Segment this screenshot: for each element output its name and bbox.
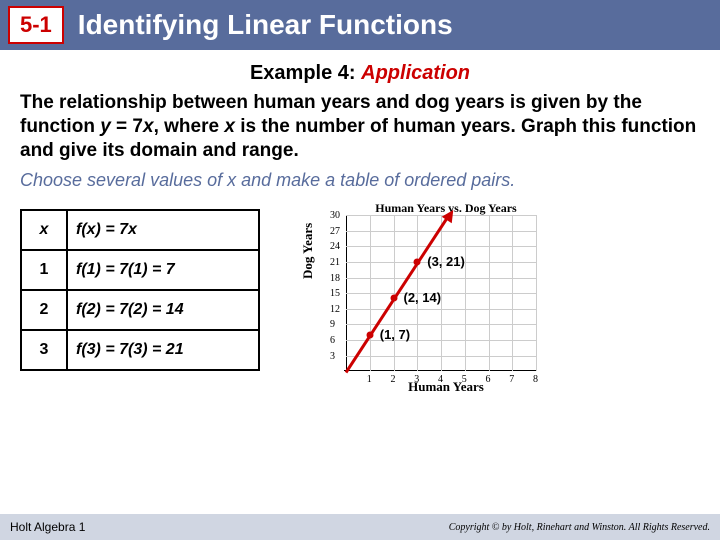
- table-head-fx: f(x) = 7x: [76, 221, 137, 238]
- xtick-label: 2: [391, 374, 396, 385]
- ytick-label: 18: [330, 273, 340, 284]
- cell-fx: f(3) = 7(3) = 21: [76, 341, 184, 358]
- ytick-label: 6: [330, 335, 335, 346]
- axis-x: [344, 370, 536, 371]
- gridline-v: [394, 215, 395, 371]
- table-row: 2 f(2) = 7(2) = 14: [21, 290, 259, 330]
- xtick-label: 7: [509, 374, 514, 385]
- chart-inner: Human Years vs. Dog Years Dog Years Huma…: [306, 209, 546, 389]
- page-title: Identifying Linear Functions: [78, 9, 453, 41]
- xtick-label: 5: [462, 374, 467, 385]
- gridline-v: [441, 215, 442, 371]
- point-label: (2, 14): [404, 290, 442, 305]
- ytick-label: 3: [330, 351, 335, 362]
- cell-x: 1: [21, 250, 67, 290]
- example-label: Example 4:: [250, 62, 356, 84]
- chart-xlabel: Human Years: [346, 379, 546, 395]
- gridline-v: [465, 215, 466, 371]
- footer-bar: Holt Algebra 1 Copyright © by Holt, Rine…: [0, 514, 720, 540]
- lower-section: x f(x) = 7x 1 f(1) = 7(1) = 7 2 f(2) = 7…: [20, 209, 700, 409]
- xtick-label: 6: [486, 374, 491, 385]
- cell-fx: f(1) = 7(1) = 7: [76, 261, 175, 278]
- gridline-v: [489, 215, 490, 371]
- table-head-x: x: [40, 221, 49, 238]
- cell-fx: f(2) = 7(2) = 14: [76, 301, 184, 318]
- function-table: x f(x) = 7x 1 f(1) = 7(1) = 7 2 f(2) = 7…: [20, 209, 260, 371]
- data-point: [390, 295, 397, 302]
- point-label: (1, 7): [380, 327, 410, 342]
- chapter-label: 5-1: [8, 6, 64, 44]
- ytick-label: 27: [330, 226, 340, 237]
- header-bar: 5-1 Identifying Linear Functions: [0, 0, 720, 50]
- xtick-label: 8: [533, 374, 538, 385]
- cell-x: 3: [21, 330, 67, 370]
- footer-left: Holt Algebra 1: [10, 520, 85, 534]
- table-row: 3 f(3) = 7(3) = 21: [21, 330, 259, 370]
- table-wrap: x f(x) = 7x 1 f(1) = 7(1) = 7 2 f(2) = 7…: [20, 209, 260, 409]
- ytick-label: 24: [330, 241, 340, 252]
- ytick-label: 30: [330, 210, 340, 221]
- gridline-v: [370, 215, 371, 371]
- ytick-label: 21: [330, 257, 340, 268]
- content-area: Example 4: Application The relationship …: [0, 50, 720, 409]
- data-point: [366, 331, 373, 338]
- xtick-label: 4: [438, 374, 443, 385]
- table-row: 1 f(1) = 7(1) = 7: [21, 250, 259, 290]
- gridline-v: [536, 215, 537, 371]
- ytick-label: 12: [330, 304, 340, 315]
- xtick-label: 3: [414, 374, 419, 385]
- xtick-label: 1: [367, 374, 372, 385]
- ytick-label: 15: [330, 288, 340, 299]
- chart-area: Human Years vs. Dog Years Dog Years Huma…: [278, 209, 700, 409]
- data-point: [414, 259, 421, 266]
- example-type: Application: [361, 62, 470, 84]
- ytick-label: 9: [330, 319, 335, 330]
- table-row: x f(x) = 7x: [21, 210, 259, 250]
- gridline-v: [512, 215, 513, 371]
- example-header: Example 4: Application: [20, 62, 700, 85]
- point-label: (3, 21): [427, 254, 465, 269]
- problem-statement: The relationship between human years and…: [20, 91, 700, 162]
- chart-ylabel: Dog Years: [300, 223, 316, 279]
- footer-copyright: Copyright © by Holt, Rinehart and Winsto…: [449, 522, 710, 533]
- cell-x: 2: [21, 290, 67, 330]
- instruction-text: Choose several values of x and make a ta…: [20, 170, 700, 191]
